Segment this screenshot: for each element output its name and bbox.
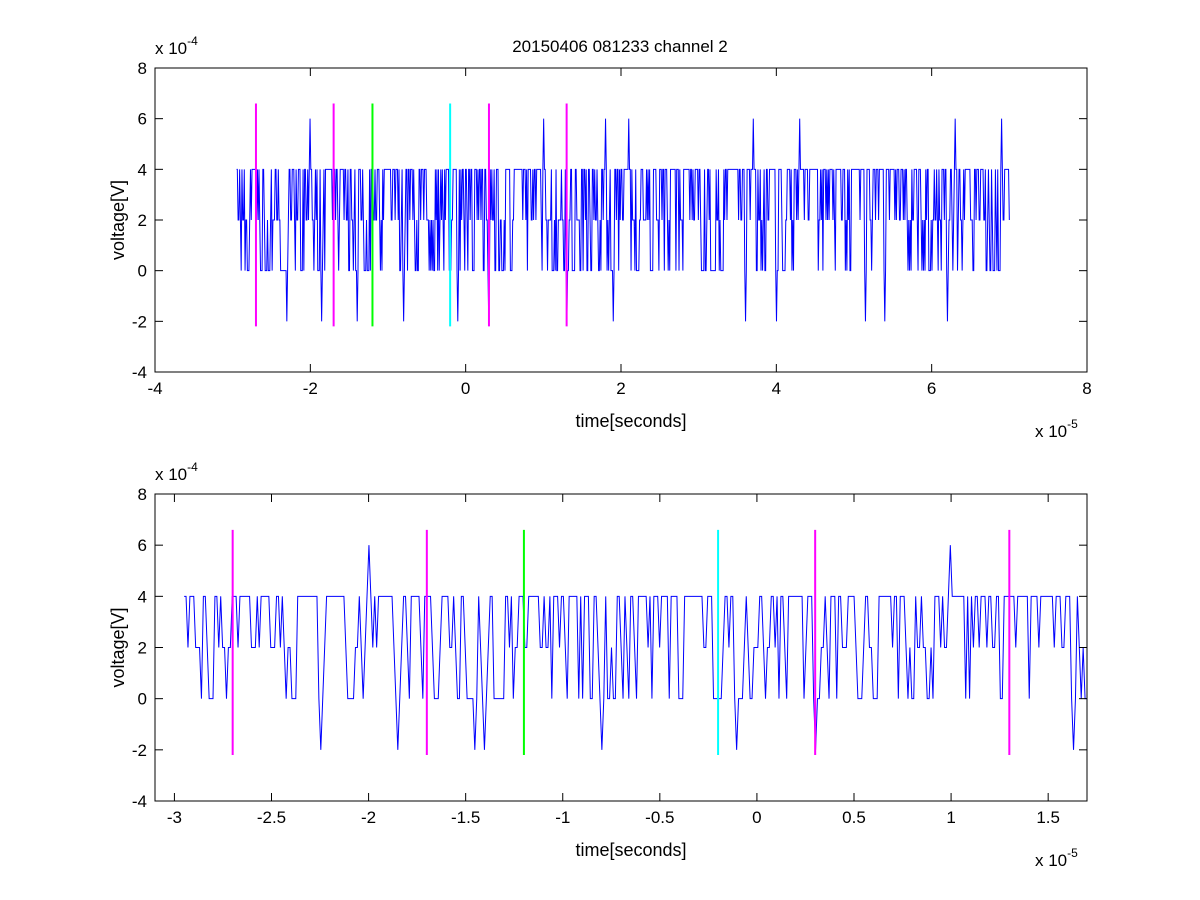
x-tick-label: 1 (946, 808, 955, 827)
x-exponent-base: x 10 (1035, 851, 1067, 870)
x-tick-label: 8 (1082, 379, 1091, 398)
x-tick-label: -1.5 (451, 808, 480, 827)
y-exponent-base: x 10 (155, 39, 187, 58)
y-axis-label: voltage[V] (108, 180, 128, 260)
figure-title: 20150406 081233 channel 2 (512, 37, 728, 56)
x-axis-label: time[seconds] (575, 411, 686, 431)
y-exponent-power: -4 (187, 460, 198, 474)
x-tick-label: -3 (167, 808, 182, 827)
y-exponent-label: x 10-4 (155, 460, 198, 484)
y-tick-label: -4 (132, 792, 147, 811)
x-exponent-label: x 10-5 (1035, 846, 1078, 870)
x-tick-label: 1.5 (1036, 808, 1060, 827)
y-axis-label: voltage[V] (108, 607, 128, 687)
x-tick-label: -4 (147, 379, 162, 398)
bottom-plot-panel: -3 -2.5 -2 -1.5 -1 -0.5 0 0.5 1 1.5 -4 -2 0 2 4 6 8 time[… (108, 460, 1088, 870)
y-tick-label: 0 (138, 690, 147, 709)
y-tick-label: 4 (138, 160, 147, 179)
signal-series-line (236, 118, 1010, 322)
y-exponent-power: -4 (187, 34, 198, 48)
y-exponent-label: x 10-4 (155, 34, 198, 58)
x-tick-label: -2 (361, 808, 376, 827)
top-plot-panel: -4 -2 0 2 4 6 8 -4 -2 0 2 4 6 8 time[seconds] voltage[V… (108, 34, 1092, 441)
x-tick-label: 0 (461, 379, 470, 398)
y-tick-label: 2 (138, 211, 147, 230)
x-tick-label: 0.5 (842, 808, 866, 827)
x-exponent-power: -5 (1067, 417, 1078, 431)
x-tick-label: -1 (555, 808, 570, 827)
x-tick-label: 2 (616, 379, 625, 398)
y-tick-label: 8 (138, 59, 147, 78)
x-exponent-base: x 10 (1035, 422, 1067, 441)
y-tick-label: 8 (138, 485, 147, 504)
signal-series-line (184, 545, 1087, 750)
x-tick-label: 0 (752, 808, 761, 827)
x-exponent-label: x 10-5 (1035, 417, 1078, 441)
y-tick-label: 6 (138, 536, 147, 555)
y-tick-label: 0 (138, 262, 147, 281)
x-tick-label: -0.5 (645, 808, 674, 827)
x-exponent-power: -5 (1067, 846, 1078, 860)
y-tick-label: 2 (138, 639, 147, 658)
y-tick-label: -2 (132, 741, 147, 760)
x-axis-label: time[seconds] (575, 840, 686, 860)
x-tick-label: 6 (927, 379, 936, 398)
y-tick-label: 6 (138, 110, 147, 129)
x-tick-label: -2 (303, 379, 318, 398)
x-tick-label: 4 (772, 379, 781, 398)
x-tick-label: -2.5 (257, 808, 286, 827)
y-tick-label: -4 (132, 363, 147, 382)
y-exponent-base: x 10 (155, 465, 187, 484)
y-tick-label: 4 (138, 587, 147, 606)
y-tick-label: -2 (132, 312, 147, 331)
